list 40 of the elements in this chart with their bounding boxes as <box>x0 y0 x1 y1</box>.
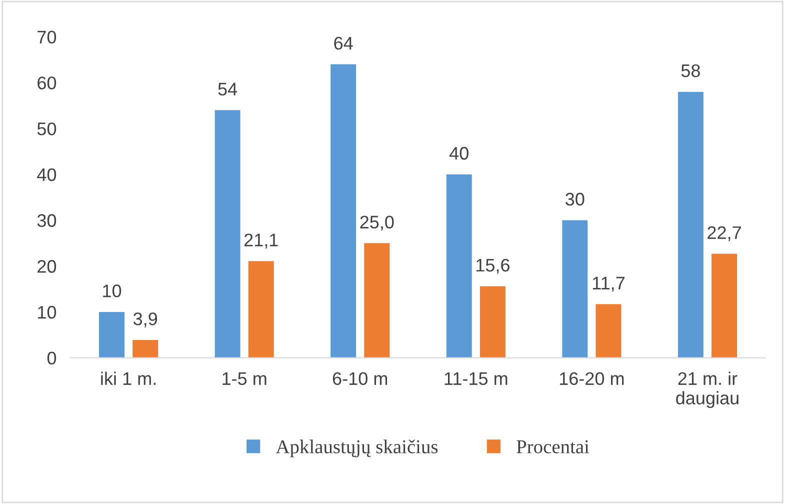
data-label: 54 <box>218 82 238 96</box>
bar <box>214 110 240 358</box>
bar <box>99 312 124 358</box>
y-tick-label: 70 <box>38 30 56 44</box>
bar <box>330 64 356 358</box>
bar <box>248 261 274 358</box>
bar <box>678 92 704 358</box>
x-tick-label: 21 m. ir daugiau <box>676 372 738 408</box>
x-tick-label: 1-5 m <box>222 372 266 385</box>
x-tick-label: 11-15 m <box>444 372 508 385</box>
y-tick-label: 30 <box>37 214 56 227</box>
y-tick-label: 0 <box>47 352 56 365</box>
x-tick-label: 16-20 m <box>560 372 624 385</box>
y-tick-label: 50 <box>37 122 56 136</box>
y-tick-label: 40 <box>37 168 56 182</box>
data-label: 30 <box>566 192 584 206</box>
x-tick-label: iki 1 m. <box>101 372 156 385</box>
data-label: 22,7 <box>708 226 741 242</box>
legend-label: Apklaustųjų skaičius <box>276 440 438 458</box>
bar <box>480 286 506 358</box>
bar <box>562 220 588 358</box>
y-tick-label: 10 <box>38 306 56 319</box>
data-label: 64 <box>334 36 353 50</box>
legend-label: Procentai <box>516 440 590 454</box>
data-label: 3,9 <box>133 312 158 328</box>
x-tick-label: 6-10 m <box>332 372 388 385</box>
bar <box>364 243 390 358</box>
data-label: 10 <box>103 284 122 298</box>
y-tick-label: 20 <box>38 260 56 273</box>
data-label: 58 <box>681 64 700 78</box>
bar <box>132 340 158 358</box>
y-tick-label: 60 <box>38 76 56 90</box>
bar <box>446 174 472 358</box>
bar <box>712 254 738 358</box>
bar <box>596 304 622 358</box>
data-label: 40 <box>449 146 468 160</box>
data-label: 11,7 <box>592 276 624 292</box>
data-label: 25,0 <box>360 216 394 231</box>
data-label: 15,6 <box>476 258 510 274</box>
data-label: 21,1 <box>244 234 278 249</box>
